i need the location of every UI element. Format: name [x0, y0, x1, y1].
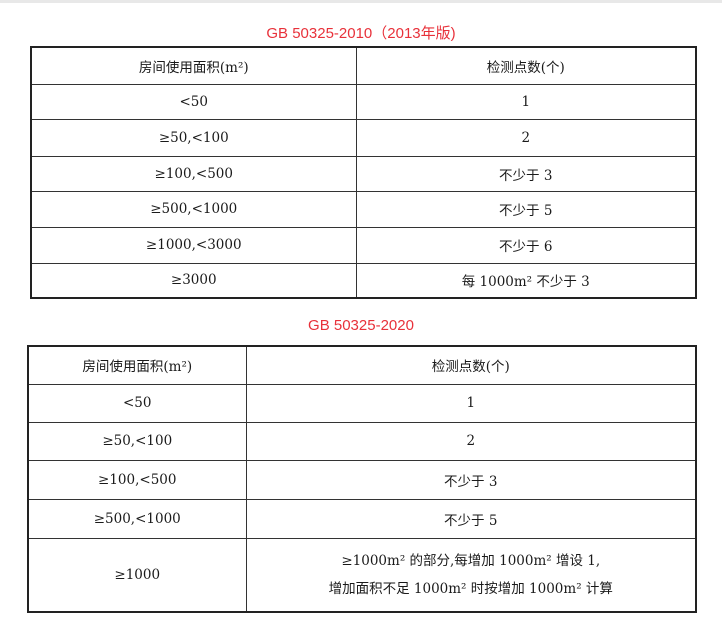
cell-points: 2 — [355, 118, 697, 157]
cell-points: 1 — [245, 383, 697, 423]
cell-points: ≥1000m² 的部分,每增加 1000m² 增设 1, 增加面积不足 1000… — [245, 537, 697, 613]
cell-area: <50 — [30, 83, 357, 120]
table-header-row: 房间使用面积(m²) 检测点数(个) — [30, 46, 697, 85]
table-row: ≥3000 每 1000m² 不少于 3 — [30, 262, 697, 299]
table-row: ≥1000 ≥1000m² 的部分,每增加 1000m² 增设 1, 增加面积不… — [27, 537, 697, 613]
table1-title: GB 50325-2010（2013年版) — [266, 25, 456, 42]
cell-points: 不少于 5 — [245, 498, 697, 539]
cell-area: ≥1000 — [27, 537, 247, 613]
table-gb50325-2020: 房间使用面积(m²) 检测点数(个) <50 1 ≥50,<100 2 ≥100,<… — [27, 345, 697, 613]
table-row: ≥100,<500 不少于 3 — [30, 155, 697, 192]
points-line-1: ≥1000m² 的部分,每增加 1000m² 增设 1, — [341, 552, 601, 569]
table2-title: GB 50325-2020 — [308, 317, 414, 334]
cell-points: 不少于 5 — [355, 190, 697, 228]
table-row: ≥100,<500 不少于 3 — [27, 459, 697, 500]
cell-area: ≥100,<500 — [30, 155, 357, 192]
table-row: ≥500,<1000 不少于 5 — [27, 498, 697, 539]
cell-area: ≥500,<1000 — [27, 498, 247, 539]
cell-area: ≥50,<100 — [27, 421, 247, 461]
table-row: ≥1000,<3000 不少于 6 — [30, 226, 697, 264]
cell-points: 每 1000m² 不少于 3 — [355, 262, 697, 299]
points-line-2: 增加面积不足 1000m² 时按增加 1000m² 计算 — [328, 580, 613, 597]
table-row: ≥50,<100 2 — [30, 118, 697, 157]
cell-points: 不少于 6 — [355, 226, 697, 264]
cell-points: 1 — [355, 83, 697, 120]
header-points: 检测点数(个) — [355, 46, 697, 85]
header-area: 房间使用面积(m²) — [27, 345, 247, 385]
table-row: ≥50,<100 2 — [27, 421, 697, 461]
header-points: 检测点数(个) — [245, 345, 697, 385]
cell-points: 2 — [245, 421, 697, 461]
cell-area: <50 — [27, 383, 247, 423]
table-gb50325-2010: 房间使用面积(m²) 检测点数(个) <50 1 ≥50,<100 2 ≥100,<… — [30, 46, 697, 299]
cell-area: ≥500,<1000 — [30, 190, 357, 228]
table-row: <50 1 — [27, 383, 697, 423]
table-row: ≥500,<1000 不少于 5 — [30, 190, 697, 228]
table-header-row: 房间使用面积(m²) 检测点数(个) — [27, 345, 697, 385]
cell-area: ≥100,<500 — [27, 459, 247, 500]
top-border — [0, 0, 722, 3]
cell-area: ≥50,<100 — [30, 118, 357, 157]
cell-points: 不少于 3 — [355, 155, 697, 192]
table-row: <50 1 — [30, 83, 697, 120]
cell-area: ≥1000,<3000 — [30, 226, 357, 264]
cell-area: ≥3000 — [30, 262, 357, 299]
header-area: 房间使用面积(m²) — [30, 46, 357, 85]
cell-points: 不少于 3 — [245, 459, 697, 500]
